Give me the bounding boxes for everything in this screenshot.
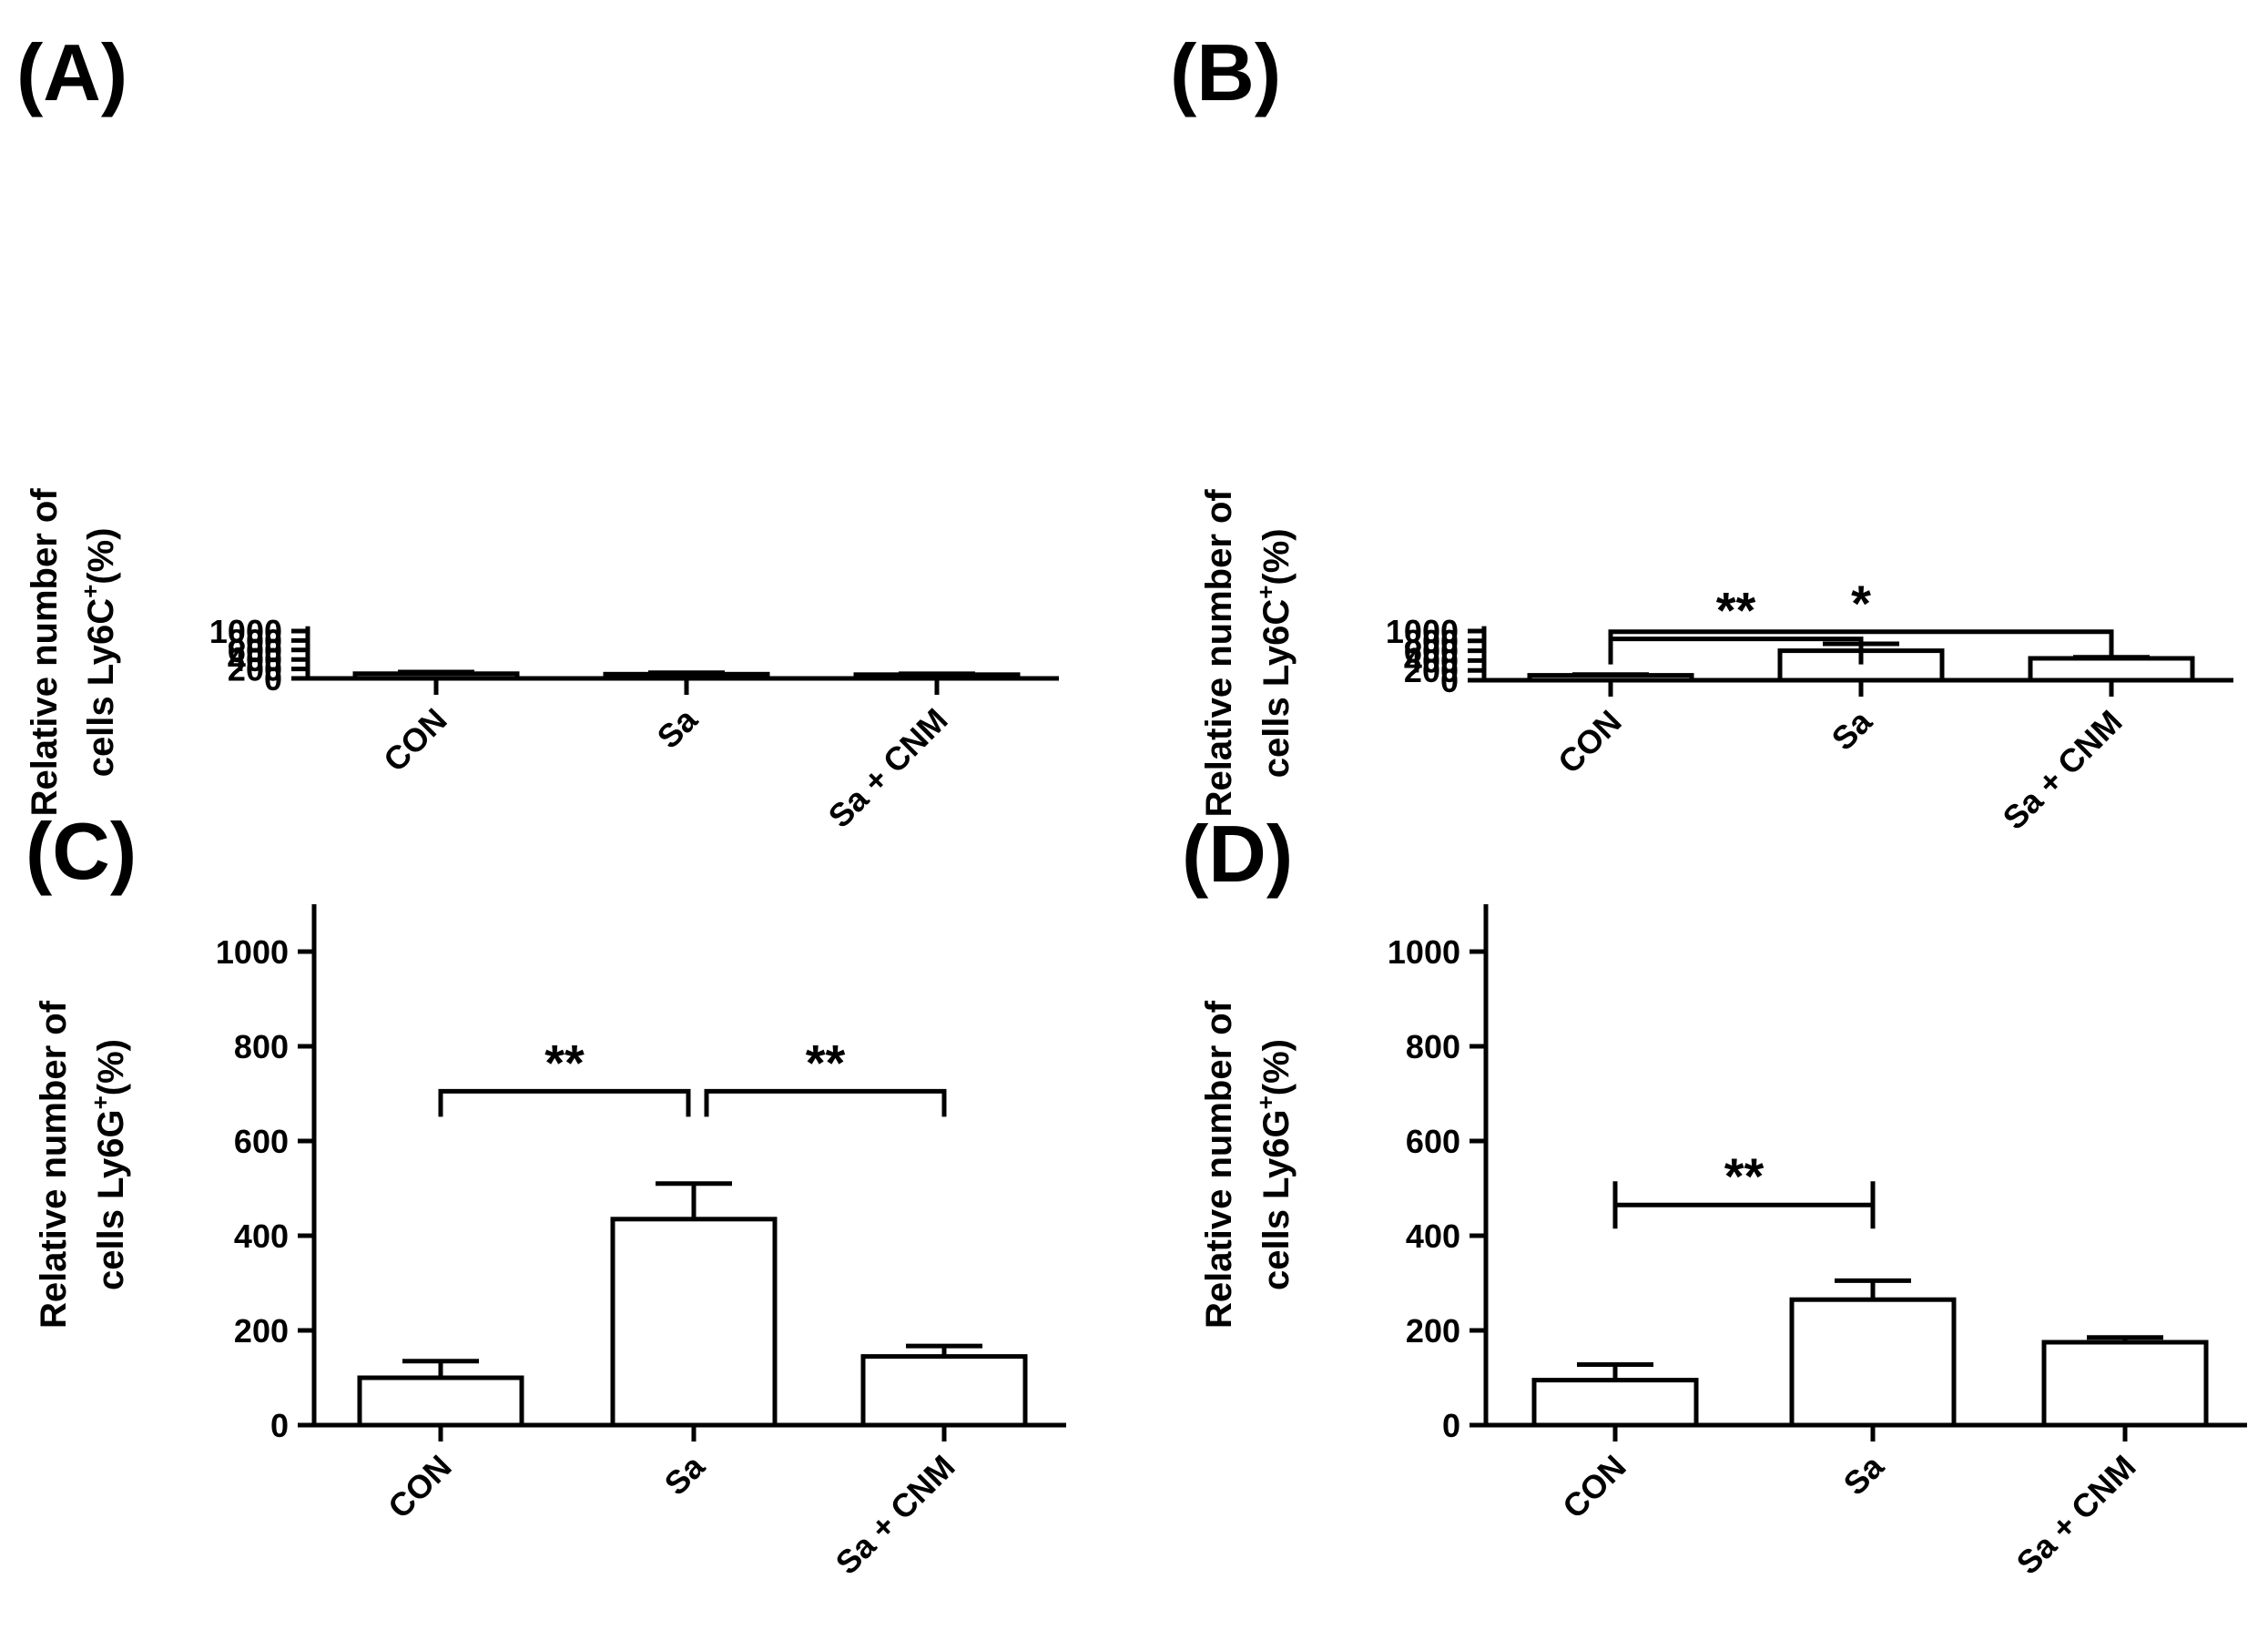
significance-label: ** bbox=[544, 1034, 585, 1091]
y-tick-label: 200 bbox=[1406, 1312, 1460, 1350]
y-tick-label: 200 bbox=[1404, 652, 1459, 689]
y-tick-label: 1000 bbox=[216, 933, 289, 971]
x-tick-label: Sa bbox=[1836, 1447, 1892, 1503]
y-tick-label: 600 bbox=[234, 1123, 289, 1160]
y-tick-label: 400 bbox=[228, 641, 282, 678]
y-tick-label: 800 bbox=[234, 1028, 289, 1065]
panel-label: (D) bbox=[1182, 809, 1293, 899]
panel-d: (D) 0 200 400 600 800 1000 CON Sa Sa + CNM Relativ… bbox=[1182, 809, 2247, 1582]
y-tick-label: 0 bbox=[270, 1407, 289, 1444]
x-tick-label: Sa + CNM bbox=[2009, 1448, 2143, 1582]
y-tick-label: 800 bbox=[1404, 623, 1459, 660]
y-axis-label-line1: Relative number of bbox=[25, 488, 65, 817]
x-tick-label: CON bbox=[376, 701, 454, 779]
significance-bracket bbox=[1608, 629, 2114, 657]
y-tick-label: 0 bbox=[1442, 1407, 1460, 1444]
y-axis-label-line1: Relative number of bbox=[1199, 1000, 1239, 1329]
y-axis-label-line1: Relative number of bbox=[34, 1000, 74, 1329]
x-tick-label: CON bbox=[381, 1448, 459, 1526]
y-tick-label: 400 bbox=[234, 1217, 289, 1255]
x-tick-label: Sa + CNM bbox=[1996, 703, 2130, 837]
significance-label: * bbox=[1851, 575, 1871, 632]
x-tick-label: Sa bbox=[650, 700, 706, 756]
y-axis-label-line2: cells Ly6C+(%) bbox=[1252, 528, 1297, 778]
y-tick-label: 600 bbox=[1404, 633, 1459, 670]
x-tick-label: CON bbox=[1551, 703, 1629, 781]
bar bbox=[1789, 1297, 1957, 1428]
y-tick-label: 1000 bbox=[1388, 933, 1460, 971]
y-tick-label: 400 bbox=[1406, 1217, 1460, 1255]
panel-label: (B) bbox=[1170, 27, 1281, 117]
y-axis-label-line1: Relative number of bbox=[1199, 489, 1239, 818]
significance-label: ** bbox=[806, 1034, 846, 1091]
y-tick-label: 1000 bbox=[209, 613, 282, 650]
y-tick-label: 600 bbox=[1406, 1123, 1460, 1160]
y-tick-label: 1000 bbox=[1386, 613, 1459, 650]
significance-label: ** bbox=[1724, 1147, 1765, 1205]
x-tick-label: Sa + CNM bbox=[829, 1448, 962, 1582]
bar bbox=[610, 1217, 778, 1428]
significance-bracket bbox=[438, 1088, 691, 1117]
x-tick-label: Sa bbox=[657, 1447, 713, 1503]
y-axis-label-line2: cells Ly6C+(%) bbox=[76, 527, 121, 777]
y-tick-label: 0 bbox=[1440, 662, 1459, 699]
bar bbox=[352, 671, 520, 681]
significance-label: ** bbox=[1716, 582, 1756, 639]
bar bbox=[2028, 656, 2195, 683]
y-tick-label: 400 bbox=[1404, 642, 1459, 679]
panel-label: (A) bbox=[16, 27, 127, 117]
x-tick-label: Sa bbox=[1825, 702, 1880, 758]
y-axis-label-line2: cells Ly6G+(%) bbox=[86, 1039, 131, 1290]
y-axis-label-line2: cells Ly6G+(%) bbox=[1252, 1039, 1297, 1290]
x-tick-label: Sa + CNM bbox=[821, 701, 955, 835]
significance-bracket bbox=[704, 1088, 947, 1117]
y-tick-label: 600 bbox=[228, 632, 282, 669]
x-tick-label: CON bbox=[1555, 1448, 1633, 1526]
bar bbox=[2041, 1340, 2209, 1428]
y-tick-label: 0 bbox=[264, 660, 282, 698]
y-tick-label: 200 bbox=[228, 651, 282, 688]
y-tick-label: 800 bbox=[228, 622, 282, 659]
panel-label: (C) bbox=[25, 806, 137, 896]
y-tick-label: 800 bbox=[1406, 1028, 1460, 1065]
y-tick-label: 200 bbox=[234, 1312, 289, 1350]
bar bbox=[1531, 1378, 1699, 1428]
bar bbox=[357, 1375, 524, 1428]
panel-c: (C) 0 200 400 600 800 1000 CON Sa Sa + CNM Relativ… bbox=[25, 806, 1066, 1582]
bar bbox=[860, 1354, 1028, 1428]
